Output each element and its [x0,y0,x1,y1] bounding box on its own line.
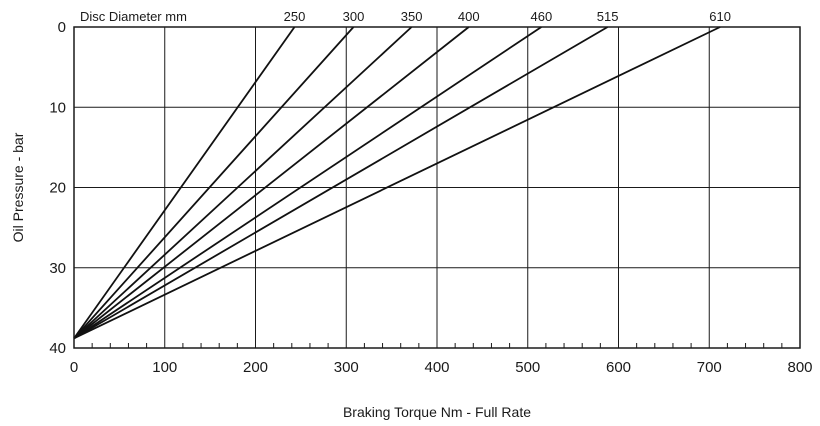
plot-frame [73,26,801,349]
series-label-250: 250 [284,9,306,24]
y-tick-label: 10 [49,99,66,116]
series-labels: 250 300 350 400 460 515 610 [284,9,731,24]
series-line-610 [73,26,721,340]
x-axis-title: Braking Torque Nm - Full Rate [343,404,531,420]
y-tick-label: 0 [58,19,66,36]
series-label-350: 350 [401,9,423,24]
series-label-515: 515 [597,9,619,24]
x-tick-label: 100 [152,359,177,376]
series-label-460: 460 [531,9,553,24]
series-line-515 [73,26,609,340]
y-axis-title: Oil Pressure - bar [10,132,26,242]
x-tick-label: 300 [334,359,359,376]
x-tick-label: 800 [787,359,812,376]
x-tick-label: 400 [424,359,449,376]
series-line-350 [73,26,413,340]
y-tick-label: 40 [49,340,66,357]
y-tick-labels: 0 10 20 30 40 [49,19,66,357]
series-line-400 [73,26,470,340]
series-line-250 [73,26,296,339]
grid [74,27,800,348]
x-tick-label: 600 [606,359,631,376]
x-tick-label: 200 [243,359,268,376]
series-line-300 [73,26,355,339]
y-tick-label: 30 [49,260,66,277]
x-tick-labels: 0 100 200 300 400 500 600 700 800 [70,359,813,376]
series-label-610: 610 [709,9,731,24]
series-label-300: 300 [343,9,365,24]
x-tick-label: 0 [70,359,78,376]
series-label-400: 400 [458,9,480,24]
x-tick-label: 700 [697,359,722,376]
series-line-460 [73,26,542,340]
x-tick-label: 500 [515,359,540,376]
series-lines [73,26,721,340]
x-minor-ticks [91,343,783,348]
legend-title: Disc Diameter mm [80,9,187,24]
y-tick-label: 20 [49,180,66,197]
